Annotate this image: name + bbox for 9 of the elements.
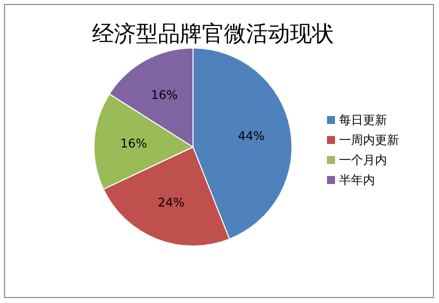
data-label: 16% <box>151 88 178 102</box>
chart-title: 经济型品牌官微活动现状 <box>92 22 334 47</box>
data-label: 24% <box>158 195 184 210</box>
legend-label: 每日更新 <box>339 113 387 128</box>
data-label: 44% <box>238 129 265 144</box>
data-label: 16% <box>120 136 148 150</box>
legend-label: 半年内 <box>339 173 375 188</box>
legend-label: 一个月内 <box>339 153 387 168</box>
legend-label: 一周内更新 <box>339 133 399 148</box>
